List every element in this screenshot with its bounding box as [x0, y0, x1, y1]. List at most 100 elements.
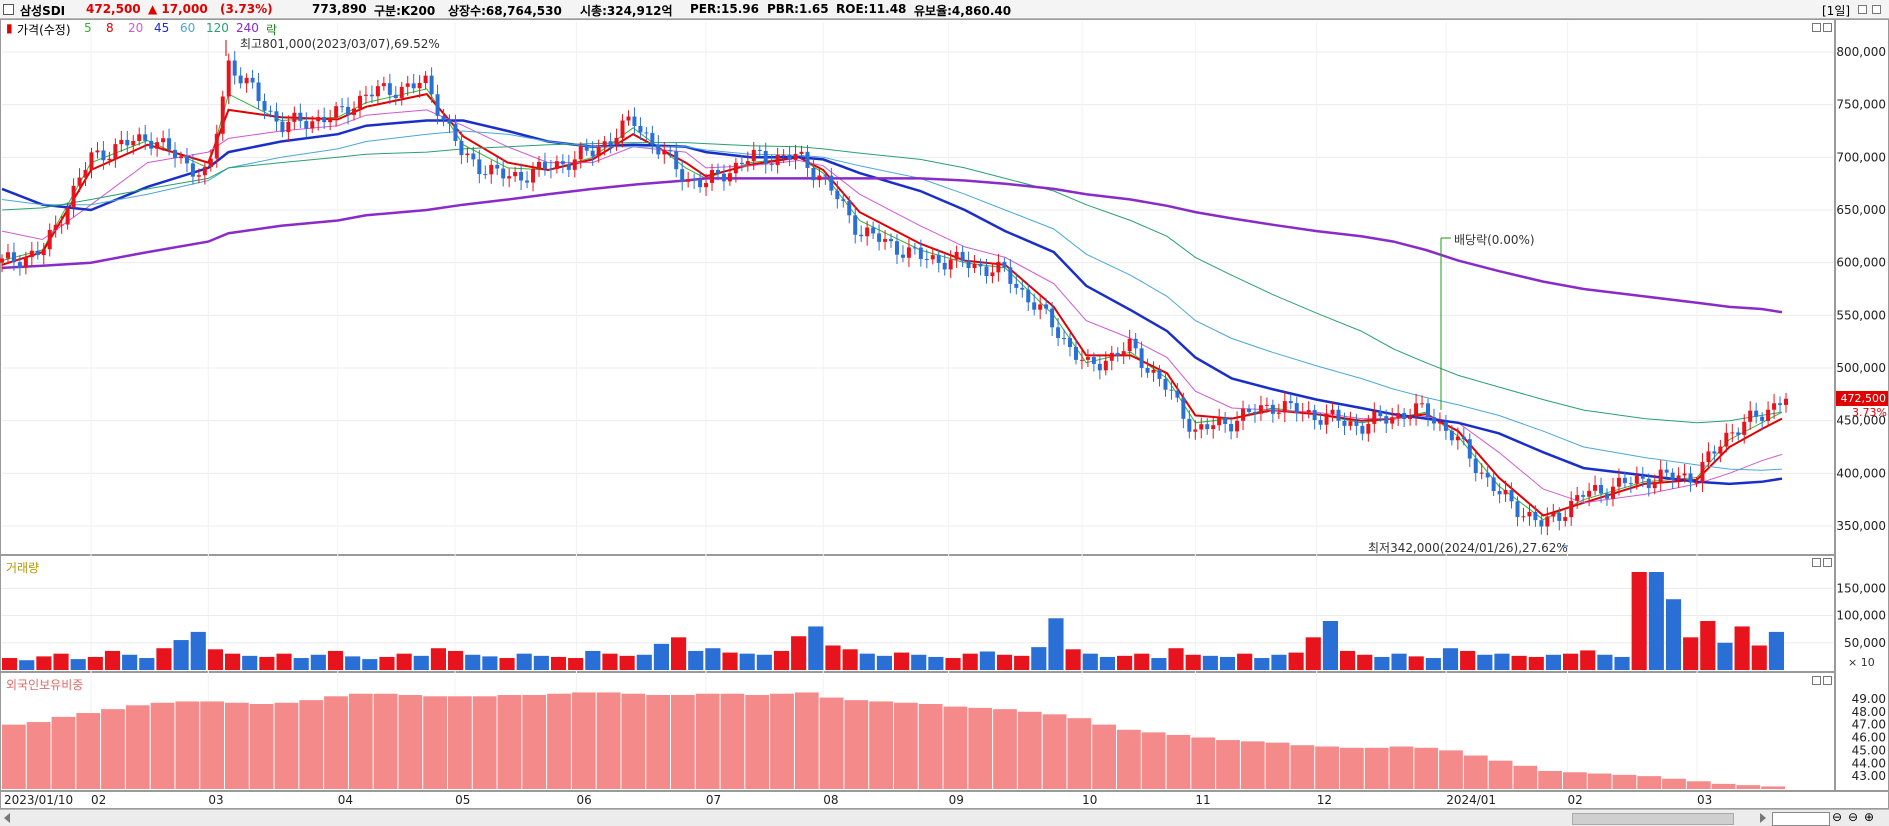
candle-body: [1772, 403, 1777, 410]
candle-body: [1587, 490, 1592, 497]
candle-body: [1515, 501, 1520, 518]
candle-body: [435, 94, 440, 116]
volume-bar: [619, 655, 635, 670]
foreign-bar: [1488, 760, 1513, 789]
foreign-bar: [1042, 714, 1067, 789]
legend-ma20[interactable]: 20: [128, 21, 144, 35]
candle-body: [507, 176, 512, 179]
candle-body: [1605, 493, 1610, 499]
candle-body: [190, 163, 195, 177]
candle-body: [584, 146, 589, 151]
candle-body: [835, 190, 840, 200]
candle-body: [1032, 302, 1037, 310]
volume-bar: [276, 653, 292, 670]
foreign-bar: [2, 724, 26, 789]
foreign-y-tick-label: 44.00: [1852, 756, 1886, 770]
candle-body: [1378, 411, 1383, 417]
volume-bar: [533, 655, 549, 670]
volume-bar: [791, 636, 807, 670]
zoom-reset-icon[interactable]: ⊖: [1832, 810, 1843, 824]
volume-bar: [825, 645, 841, 670]
candle-body: [1127, 338, 1132, 352]
foreign-panel-restore-button[interactable]: [1812, 676, 1821, 685]
volume-bar: [1237, 653, 1253, 670]
legend-ex-dividend[interactable]: 락: [266, 23, 278, 37]
volume-bar: [1219, 656, 1236, 670]
candle-body: [763, 150, 768, 165]
price-change-pct: (3.73%): [220, 2, 273, 16]
candle-body: [59, 224, 64, 226]
candle-body: [1306, 410, 1311, 413]
volume-bar: [722, 652, 738, 670]
zoom-slider[interactable]: [1772, 812, 1830, 826]
candle-body: [1539, 520, 1544, 527]
window-close-button[interactable]: [1872, 5, 1881, 14]
price-y-tick-label: 650,000: [1836, 203, 1886, 217]
last-price-tag: 472,500: [1836, 391, 1888, 406]
candle-body: [686, 179, 691, 182]
zoom-in-icon[interactable]: ⊕: [1864, 810, 1875, 824]
volume-bar: [53, 653, 69, 670]
foreign-bar: [1612, 774, 1637, 789]
header-checkbox[interactable]: [3, 4, 14, 15]
price-panel-restore-button[interactable]: [1812, 23, 1821, 32]
horizontal-scrollbar-thumb[interactable]: [1572, 813, 1734, 825]
foreign-panel-close-button[interactable]: [1823, 676, 1832, 685]
volume-panel[interactable]: [0, 555, 1835, 672]
window-minimize-button[interactable]: [1858, 5, 1867, 14]
candle-body: [1211, 425, 1216, 430]
candle-body: [1431, 417, 1436, 424]
candle-body: [1235, 420, 1240, 432]
period-selector[interactable]: [1일]: [1822, 4, 1851, 18]
legend-ma240[interactable]: 240: [236, 21, 259, 35]
volume-bar: [1322, 621, 1338, 670]
price-panel-close-button[interactable]: [1823, 23, 1832, 32]
candle-body: [465, 153, 470, 156]
zoom-out-icon[interactable]: ⊖: [1848, 810, 1859, 824]
legend-ma5[interactable]: 5: [84, 21, 92, 35]
price-panel[interactable]: [0, 19, 1835, 555]
candle-body: [1527, 511, 1532, 517]
candle-body: [1557, 512, 1562, 521]
legend-ma45[interactable]: 45: [154, 21, 170, 35]
volume-bar: [1391, 653, 1407, 670]
scroll-left-icon[interactable]: [4, 813, 10, 823]
legend-ma120[interactable]: 120: [206, 21, 229, 35]
candle-body: [1187, 418, 1192, 432]
foreign-bar: [522, 695, 547, 789]
foreign-bar: [918, 704, 943, 789]
candle-body: [1151, 369, 1156, 373]
candle-body: [542, 161, 547, 169]
foreign-bar: [423, 696, 447, 789]
foreign-bar: [1761, 786, 1785, 789]
foreign-bar: [1538, 770, 1562, 789]
foreign-bar: [1017, 711, 1042, 789]
candle-body: [1169, 389, 1174, 391]
legend-ma8[interactable]: 8: [106, 21, 114, 35]
foreign-bar: [299, 700, 324, 789]
legend-price[interactable]: 가격(수정): [17, 23, 71, 37]
candle-body: [244, 77, 249, 84]
candle-body: [1366, 423, 1371, 434]
scroll-right-icon[interactable]: [1760, 813, 1766, 823]
candle-body: [280, 121, 285, 133]
candle-body: [477, 159, 482, 175]
volume-bar: [653, 643, 669, 670]
candle-body: [1521, 516, 1526, 518]
candle-body: [101, 150, 106, 161]
market-cap: 시총:324,912억: [580, 4, 673, 18]
legend-ma60[interactable]: 60: [180, 21, 196, 35]
foreign-bar: [101, 709, 125, 789]
stock-header: 삼성SDI 472,500 ▲ 17,000 (3.73%) 773,890 구…: [0, 0, 1889, 19]
candle-body: [871, 227, 876, 234]
volume-panel-restore-button[interactable]: [1812, 558, 1821, 567]
foreign-bar: [1340, 747, 1364, 789]
candle-body: [1426, 403, 1431, 418]
candle-body: [674, 151, 679, 170]
candle-body: [1748, 410, 1753, 422]
volume-panel-close-button[interactable]: [1823, 558, 1832, 567]
foreign-bar: [1563, 772, 1587, 789]
candle-body: [1139, 348, 1144, 368]
candle-body: [23, 257, 28, 268]
